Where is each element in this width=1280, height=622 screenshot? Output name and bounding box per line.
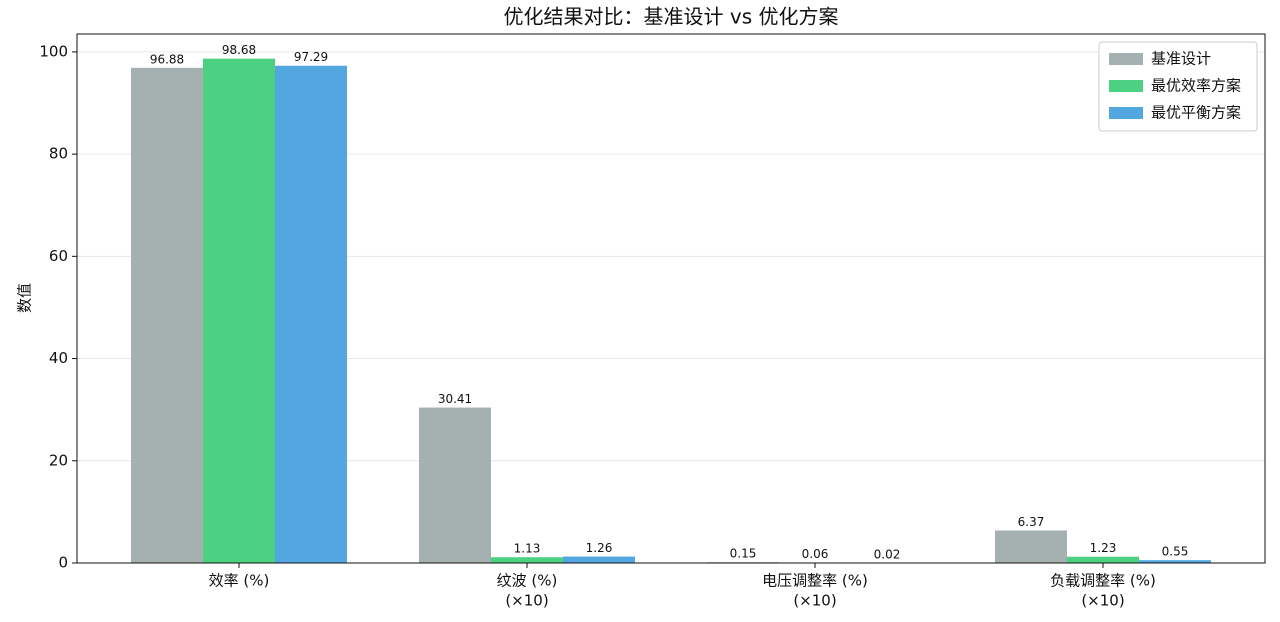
value-label: 0.02: [874, 547, 901, 561]
value-label: 0.15: [730, 547, 757, 561]
value-label: 1.26: [586, 541, 613, 555]
legend-swatch: [1109, 80, 1143, 92]
value-label: 30.41: [438, 392, 472, 406]
legend-label: 最优效率方案: [1151, 77, 1241, 95]
bar: [131, 68, 203, 563]
x-tick-label: (×10): [1081, 592, 1124, 610]
y-tick-label: 100: [39, 42, 68, 60]
bar: [563, 557, 635, 563]
chart-title: 优化结果对比：基准设计 vs 优化方案: [504, 5, 839, 29]
value-label: 6.37: [1018, 515, 1045, 529]
value-label: 96.88: [150, 52, 184, 66]
x-tick-label: 电压调整率 (%): [762, 572, 868, 590]
bar: [1067, 557, 1139, 563]
y-tick-label: 80: [49, 145, 68, 163]
bar: [491, 557, 563, 563]
legend-label: 基准设计: [1151, 50, 1211, 68]
bar: [995, 530, 1067, 563]
bar: [203, 59, 275, 563]
x-tick-label: 纹波 (%): [497, 572, 558, 590]
value-label: 1.13: [514, 542, 541, 556]
x-tick-label: (×10): [793, 592, 836, 610]
value-label: 97.29: [294, 50, 328, 64]
legend-swatch: [1109, 53, 1143, 65]
y-tick-label: 40: [49, 349, 68, 367]
x-tick-label: (×10): [505, 592, 548, 610]
y-tick-label: 0: [58, 554, 68, 572]
bar: [419, 408, 491, 563]
value-label: 0.06: [802, 547, 829, 561]
x-tick-label: 负载调整率 (%): [1050, 572, 1156, 590]
legend-swatch: [1109, 107, 1143, 119]
legend-label: 最优平衡方案: [1151, 104, 1241, 122]
bar: [275, 66, 347, 563]
y-tick-label: 60: [49, 247, 68, 265]
value-label: 0.55: [1162, 545, 1189, 559]
y-tick-label: 20: [49, 451, 68, 469]
value-label: 1.23: [1090, 541, 1117, 555]
value-label: 98.68: [222, 43, 256, 57]
x-tick-label: 效率 (%): [209, 572, 270, 590]
y-axis-label: 数值: [16, 283, 34, 313]
